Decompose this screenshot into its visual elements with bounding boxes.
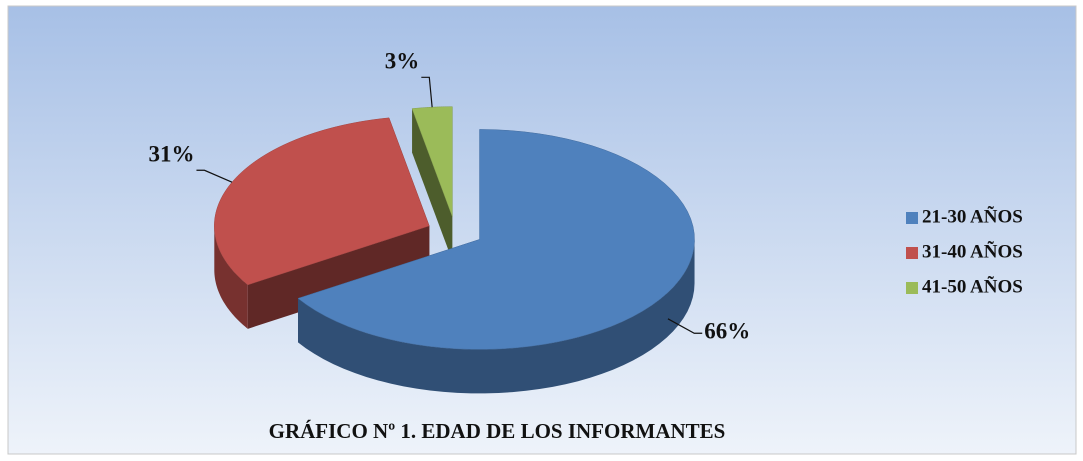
legend-label: 41-50 AÑOS: [922, 275, 1023, 297]
slice-side: [298, 239, 695, 394]
legend-swatch: [906, 282, 918, 294]
data-label: 31%: [148, 142, 194, 167]
legend-swatch: [906, 212, 918, 224]
data-label: 3%: [385, 49, 420, 74]
data-label: 66%: [704, 319, 750, 344]
slice: [297, 129, 695, 350]
leader-line: [667, 318, 703, 334]
leader-line: [421, 76, 433, 108]
legend-label: 21-30 AÑOS: [922, 205, 1023, 227]
slice: [214, 117, 430, 286]
chart-title: GRÁFICO Nº 1. EDAD DE LOS INFORMANTES: [269, 419, 726, 443]
legend-swatch: [906, 247, 918, 259]
slice-wall: [412, 108, 453, 261]
slice-side: [214, 225, 248, 329]
slice: [411, 106, 453, 217]
leader-line: [196, 169, 233, 183]
legend-label: 31-40 AÑOS: [922, 240, 1023, 262]
slice-wall: [247, 225, 430, 329]
